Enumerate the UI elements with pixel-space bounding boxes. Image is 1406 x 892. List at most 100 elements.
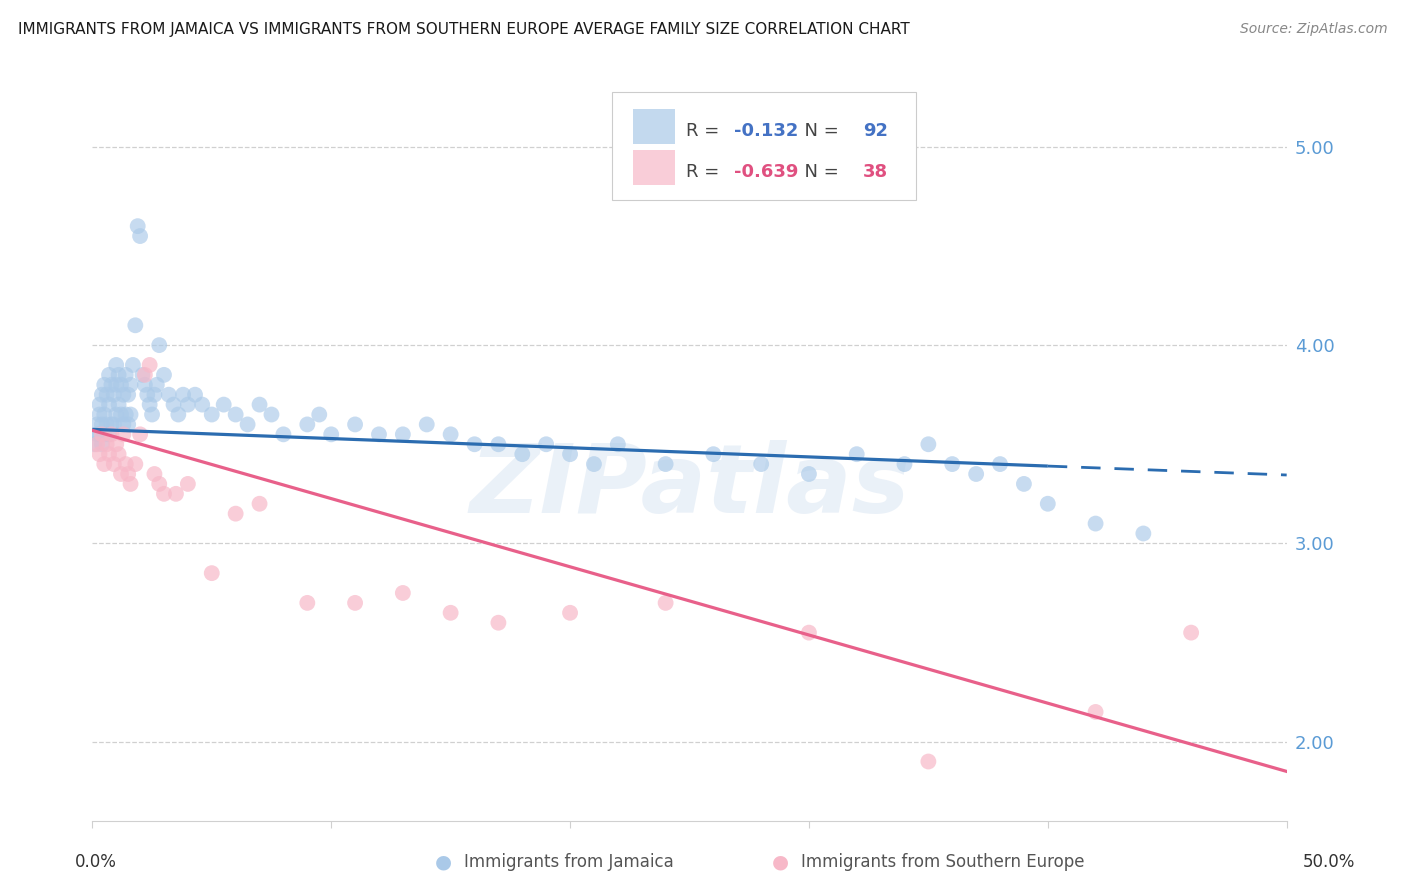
Point xyxy=(606,437,628,451)
Point xyxy=(1132,526,1154,541)
Point xyxy=(100,417,122,432)
Point xyxy=(582,457,605,471)
Point xyxy=(153,368,176,382)
Point xyxy=(297,417,319,432)
Point xyxy=(917,437,939,451)
Point xyxy=(440,606,463,620)
Point xyxy=(797,625,820,640)
Point xyxy=(893,457,915,471)
Point xyxy=(392,427,415,442)
Point xyxy=(177,477,200,491)
Point xyxy=(184,387,207,401)
Point xyxy=(90,387,112,401)
Point xyxy=(225,507,247,521)
Point xyxy=(308,408,330,422)
Point xyxy=(153,487,176,501)
Point xyxy=(486,615,509,630)
Point xyxy=(136,387,159,401)
Point xyxy=(98,427,121,442)
Point xyxy=(129,427,152,442)
Text: R =: R = xyxy=(686,163,725,181)
Point xyxy=(89,408,111,422)
Point xyxy=(112,387,135,401)
Text: -0.639: -0.639 xyxy=(734,163,799,181)
Point xyxy=(558,447,581,461)
Point xyxy=(114,368,136,382)
Point xyxy=(463,437,485,451)
Point xyxy=(191,398,214,412)
Point xyxy=(83,437,105,451)
Point xyxy=(368,427,391,442)
Point xyxy=(103,387,125,401)
Point xyxy=(120,377,142,392)
Point xyxy=(107,447,129,461)
Text: Immigrants from Jamaica: Immigrants from Jamaica xyxy=(464,853,673,871)
Point xyxy=(93,427,115,442)
FancyBboxPatch shape xyxy=(633,109,675,145)
Point xyxy=(172,387,194,401)
Point xyxy=(98,447,121,461)
Point xyxy=(117,417,139,432)
Point xyxy=(90,417,112,432)
Point xyxy=(143,387,166,401)
Point xyxy=(98,368,121,382)
Text: Source: ZipAtlas.com: Source: ZipAtlas.com xyxy=(1240,22,1388,37)
Point xyxy=(162,398,184,412)
Point xyxy=(127,219,149,234)
Point xyxy=(321,427,343,442)
Point xyxy=(486,437,509,451)
Point xyxy=(103,457,125,471)
Point xyxy=(148,477,170,491)
Point xyxy=(1036,497,1059,511)
Point xyxy=(89,447,111,461)
Point xyxy=(141,408,163,422)
Point xyxy=(1084,705,1107,719)
Point xyxy=(702,447,724,461)
FancyBboxPatch shape xyxy=(612,92,917,200)
Point xyxy=(96,417,118,432)
Point xyxy=(146,377,169,392)
Point xyxy=(201,566,224,581)
Point xyxy=(105,377,128,392)
Point xyxy=(201,408,224,422)
Point xyxy=(86,437,108,451)
Point xyxy=(534,437,557,451)
Point xyxy=(89,427,111,442)
Point xyxy=(103,417,125,432)
Point xyxy=(86,427,108,442)
Text: 38: 38 xyxy=(863,163,887,181)
Point xyxy=(117,467,139,481)
Point xyxy=(654,596,676,610)
Text: Immigrants from Southern Europe: Immigrants from Southern Europe xyxy=(801,853,1085,871)
Point xyxy=(416,417,439,432)
Point xyxy=(138,358,160,372)
Text: ●: ● xyxy=(434,852,451,871)
FancyBboxPatch shape xyxy=(633,150,675,186)
Text: N =: N = xyxy=(793,163,845,181)
Point xyxy=(157,387,180,401)
Point xyxy=(249,497,271,511)
Point xyxy=(965,467,987,481)
Point xyxy=(107,368,129,382)
Point xyxy=(654,457,676,471)
Text: -0.132: -0.132 xyxy=(734,122,799,140)
Point xyxy=(749,457,772,471)
Point xyxy=(297,596,319,610)
Point xyxy=(117,387,139,401)
Point xyxy=(96,387,118,401)
Point xyxy=(558,606,581,620)
Point xyxy=(129,229,152,244)
Point xyxy=(131,368,153,382)
Point xyxy=(344,596,367,610)
Point xyxy=(93,457,115,471)
Text: ZIPatlas: ZIPatlas xyxy=(470,440,910,533)
Point xyxy=(96,437,118,451)
Point xyxy=(941,457,963,471)
Point xyxy=(114,457,136,471)
Point xyxy=(120,477,142,491)
Point xyxy=(124,457,146,471)
Point xyxy=(165,487,187,501)
Point xyxy=(134,368,156,382)
Point xyxy=(93,408,115,422)
Point xyxy=(105,408,128,422)
